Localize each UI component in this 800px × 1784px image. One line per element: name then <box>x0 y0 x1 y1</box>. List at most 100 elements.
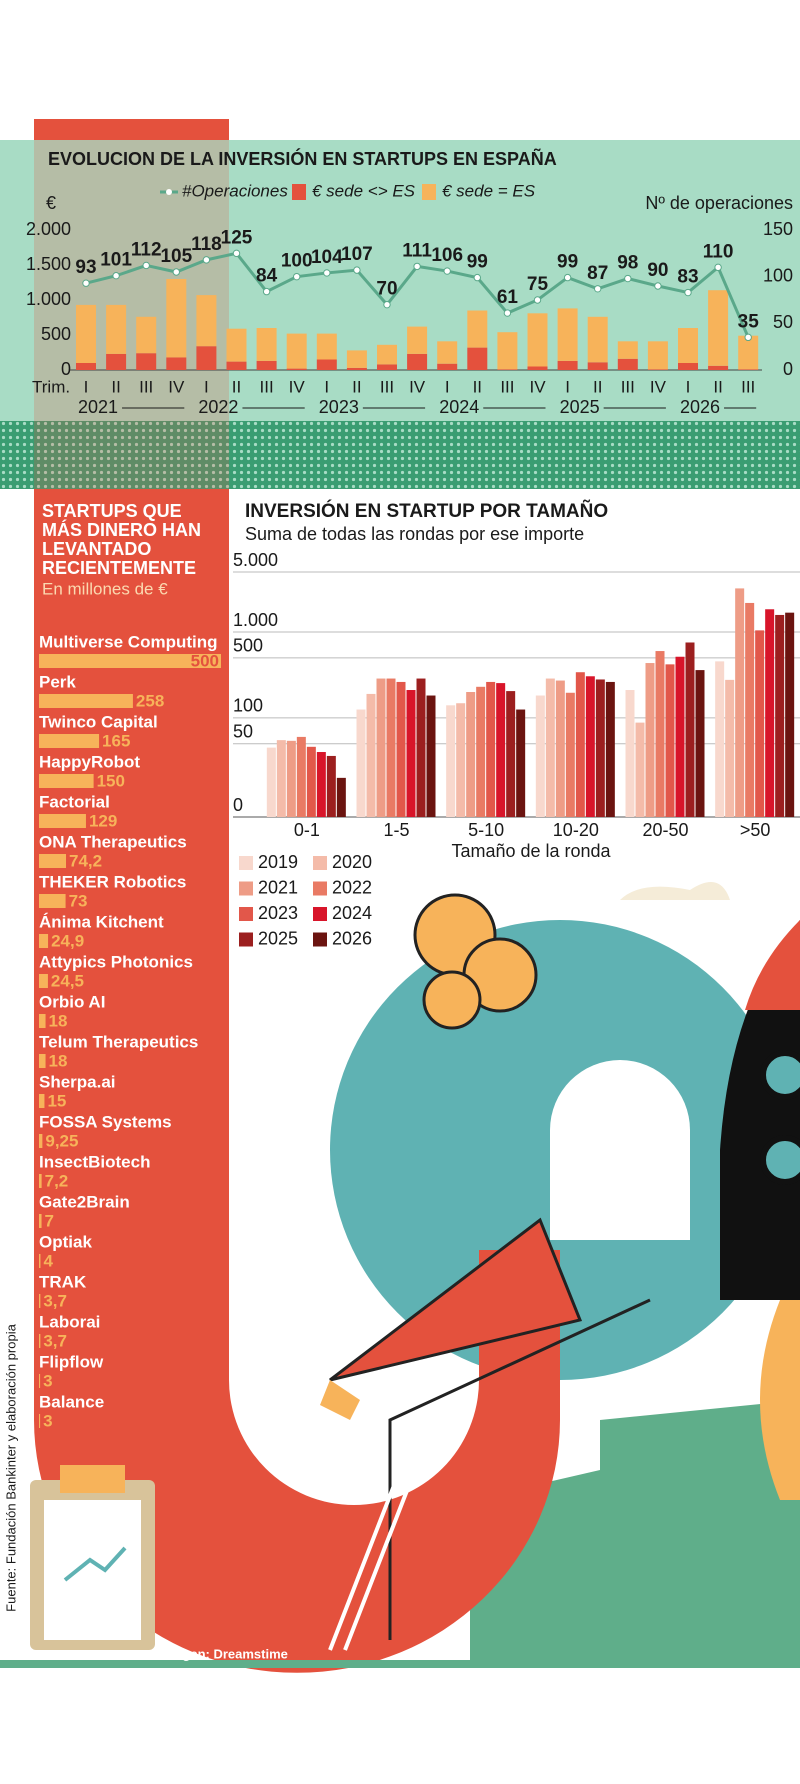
category-label: THEKER Robotics <box>39 872 186 891</box>
legend-swatch <box>292 184 306 200</box>
x-tick-label: 1-5 <box>383 820 409 840</box>
bar <box>595 679 605 817</box>
value-label: 4 <box>43 1251 53 1270</box>
bar <box>486 681 496 817</box>
bar <box>266 747 276 817</box>
bar-segment <box>226 328 247 362</box>
data-label: 98 <box>617 253 638 274</box>
coin <box>422 970 482 1030</box>
bar <box>456 703 466 817</box>
data-label: 99 <box>467 252 488 273</box>
rocket-nose <box>745 920 800 1010</box>
bar-segment <box>557 360 578 370</box>
x-tick-label: 5-10 <box>468 820 504 840</box>
bar <box>39 1294 41 1308</box>
bar <box>366 693 376 817</box>
data-label: 111 <box>402 240 432 261</box>
bar-segment <box>437 363 458 370</box>
rocket-window <box>760 1135 800 1185</box>
value-label: 18 <box>49 1051 68 1070</box>
bar <box>39 1134 43 1148</box>
bar-segment <box>407 326 428 354</box>
value-label: 258 <box>136 691 164 710</box>
bar-segment <box>377 344 397 365</box>
bar <box>276 740 286 817</box>
bar-segment <box>226 361 247 370</box>
line-point <box>443 267 451 275</box>
line-point <box>323 269 331 277</box>
bar <box>476 686 486 817</box>
chart-band <box>0 140 800 421</box>
ground <box>600 1400 800 1660</box>
data-label: 110 <box>703 241 734 262</box>
legend-label: 2020 <box>332 852 372 872</box>
bar-segment <box>647 369 668 370</box>
bar-segment <box>647 341 668 370</box>
line-point <box>112 272 120 280</box>
bar <box>416 678 426 817</box>
bar <box>506 691 516 817</box>
bar-segment <box>286 333 307 369</box>
bar <box>665 664 675 817</box>
legend-swatch <box>239 907 253 921</box>
y2-tick-label: 50 <box>773 312 793 332</box>
y2-axis-label: Nº de operaciones <box>645 193 793 213</box>
x-tick-label: II <box>352 377 361 396</box>
y-tick-label: 100 <box>233 696 263 716</box>
bar <box>39 1254 41 1268</box>
y-tick-label: 500 <box>233 636 263 656</box>
bar <box>675 656 685 817</box>
base-line <box>0 1660 800 1668</box>
data-label: 99 <box>557 252 578 273</box>
category-label: Telum Therapeutics <box>39 1032 198 1051</box>
line-point <box>353 266 361 274</box>
line-point <box>684 288 692 297</box>
bar <box>545 678 555 817</box>
data-label: 75 <box>527 274 549 295</box>
line-point <box>142 261 150 270</box>
bar-segment <box>708 365 729 370</box>
bar-segment <box>617 358 638 370</box>
x-group-label: 2024 <box>439 397 479 417</box>
bar <box>655 651 665 817</box>
x-tick-label: III <box>260 377 274 396</box>
value-label: 24,5 <box>51 971 84 990</box>
legend-label: € sede = ES <box>442 181 536 200</box>
bar-segment <box>166 357 187 370</box>
chart-title: EVOLUCION DE LA INVERSIÓN EN STARTUPS EN… <box>48 148 557 169</box>
bar <box>39 1414 41 1428</box>
bar-segment <box>76 363 96 370</box>
y-axis-label: € <box>46 193 56 213</box>
category-label: TRAK <box>39 1272 87 1291</box>
bar-segment <box>377 364 397 370</box>
chart-title: LEVANTADO <box>42 539 151 559</box>
y-tick-label: 2.000 <box>26 219 71 239</box>
x-tick-label: III <box>380 377 394 396</box>
bar <box>585 676 595 817</box>
bar-segment <box>256 328 277 361</box>
bar <box>386 678 396 817</box>
line-point <box>413 262 421 271</box>
data-label: 101 <box>100 250 132 271</box>
x-tick-label: II <box>232 377 241 396</box>
clipboard-paper <box>44 1500 141 1640</box>
value-label: 150 <box>97 771 125 790</box>
legend-label: 2024 <box>332 903 372 923</box>
cloud <box>620 882 730 900</box>
legend-label: 2023 <box>258 903 298 923</box>
chart-title: RECIENTEMENTE <box>42 558 196 578</box>
bar <box>39 894 66 908</box>
bar <box>39 1214 42 1228</box>
category-label: Orbio AI <box>39 992 105 1011</box>
red-shape <box>34 489 560 1673</box>
bar-segment <box>166 279 187 358</box>
bar <box>466 692 476 817</box>
data-label: 118 <box>191 234 222 255</box>
legend-swatch <box>313 856 327 870</box>
bar-segment <box>467 310 488 348</box>
legend-swatch <box>239 881 253 896</box>
value-label: 500 <box>191 651 219 670</box>
category-label: Optiak <box>39 1232 92 1251</box>
bar-segment <box>76 304 96 363</box>
x-tick-label: IV <box>409 377 426 396</box>
